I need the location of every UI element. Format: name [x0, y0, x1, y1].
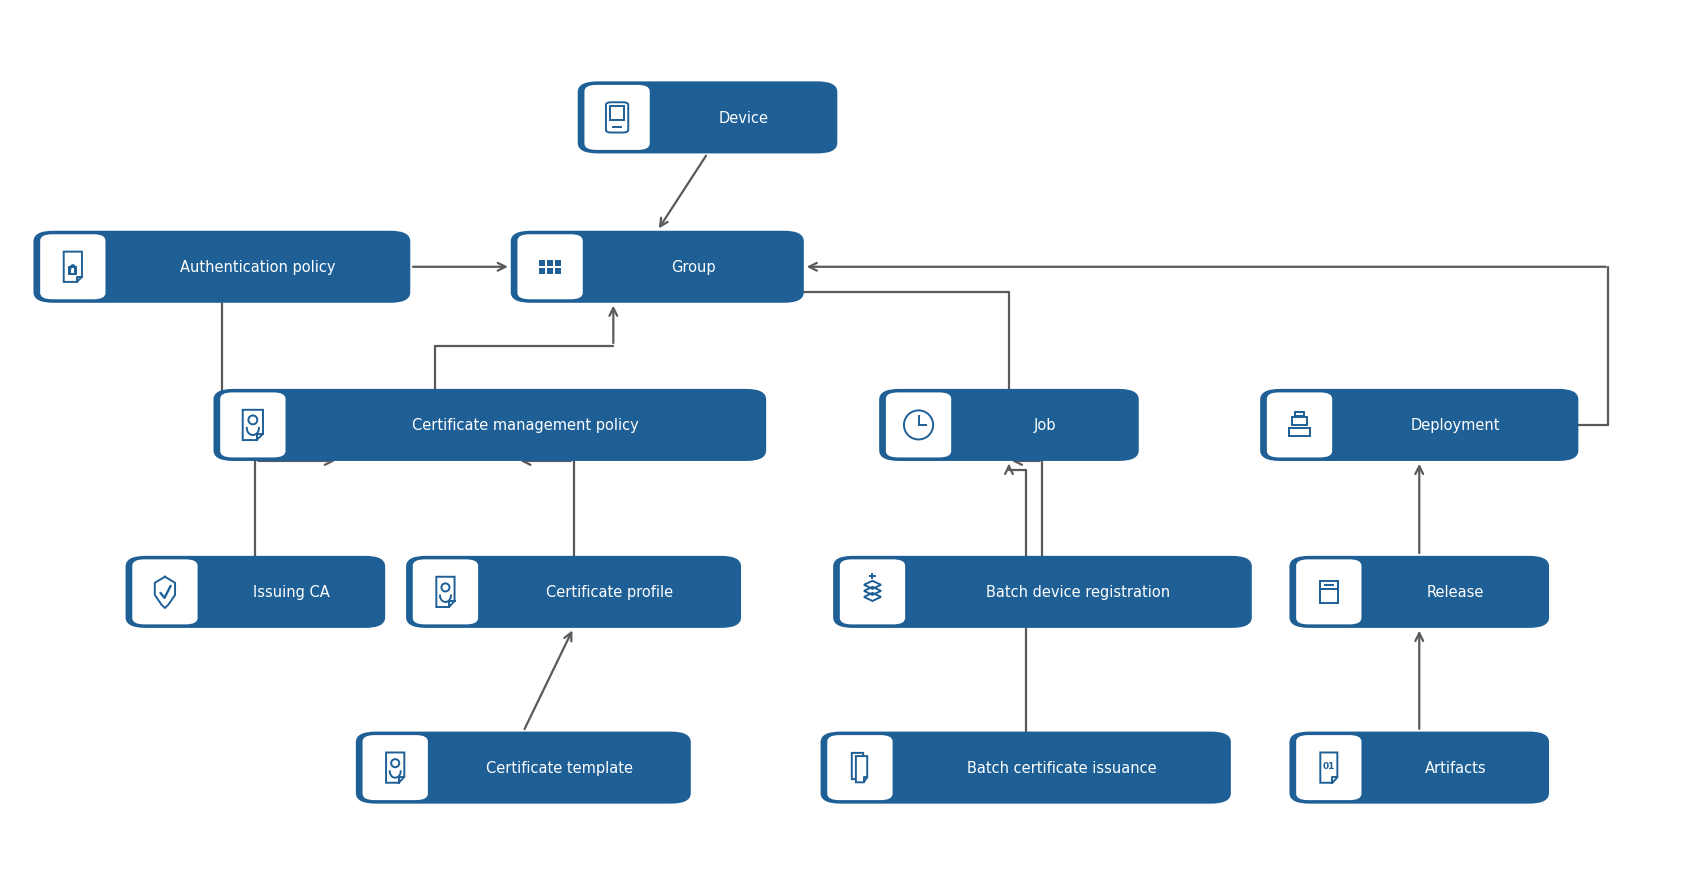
- Text: Device: Device: [718, 111, 769, 126]
- FancyBboxPatch shape: [126, 556, 385, 628]
- FancyBboxPatch shape: [40, 235, 106, 300]
- Polygon shape: [856, 757, 866, 782]
- Text: 01: 01: [1322, 761, 1334, 770]
- Text: Job: Job: [1033, 418, 1056, 433]
- FancyBboxPatch shape: [405, 556, 740, 628]
- FancyBboxPatch shape: [584, 86, 649, 151]
- Text: Certificate template: Certificate template: [486, 760, 632, 775]
- Bar: [1319, 581, 1337, 603]
- FancyBboxPatch shape: [355, 732, 690, 804]
- Text: Batch certificate issuance: Batch certificate issuance: [967, 760, 1156, 775]
- FancyBboxPatch shape: [510, 231, 804, 303]
- FancyBboxPatch shape: [885, 393, 950, 458]
- FancyBboxPatch shape: [1295, 735, 1361, 800]
- Bar: [1288, 429, 1309, 437]
- FancyBboxPatch shape: [833, 556, 1251, 628]
- Text: Certificate profile: Certificate profile: [545, 585, 673, 600]
- Bar: [69, 268, 76, 275]
- Bar: [538, 268, 545, 275]
- Text: Artifacts: Artifacts: [1423, 760, 1485, 775]
- FancyBboxPatch shape: [577, 82, 838, 154]
- FancyBboxPatch shape: [34, 231, 410, 303]
- FancyBboxPatch shape: [828, 735, 891, 800]
- FancyBboxPatch shape: [1260, 390, 1578, 462]
- Text: Authentication policy: Authentication policy: [180, 260, 335, 275]
- FancyBboxPatch shape: [1295, 560, 1361, 625]
- Bar: [547, 260, 553, 267]
- FancyBboxPatch shape: [1288, 732, 1547, 804]
- FancyBboxPatch shape: [1288, 556, 1547, 628]
- FancyBboxPatch shape: [516, 235, 582, 300]
- Bar: [1292, 418, 1307, 425]
- Text: Release: Release: [1426, 585, 1484, 600]
- Text: Batch device registration: Batch device registration: [986, 585, 1171, 600]
- FancyBboxPatch shape: [362, 735, 427, 800]
- FancyBboxPatch shape: [821, 732, 1230, 804]
- Bar: [547, 268, 553, 275]
- Text: Certificate management policy: Certificate management policy: [412, 418, 639, 433]
- FancyBboxPatch shape: [412, 560, 478, 625]
- Text: Deployment: Deployment: [1410, 418, 1499, 433]
- Bar: [538, 260, 545, 267]
- Bar: [555, 268, 560, 275]
- Text: Group: Group: [671, 260, 715, 275]
- Text: Issuing CA: Issuing CA: [252, 585, 330, 600]
- FancyBboxPatch shape: [214, 390, 765, 462]
- Bar: [609, 107, 624, 121]
- Bar: [555, 260, 560, 267]
- FancyBboxPatch shape: [133, 560, 197, 625]
- FancyBboxPatch shape: [878, 390, 1139, 462]
- FancyBboxPatch shape: [839, 560, 905, 625]
- FancyBboxPatch shape: [220, 393, 286, 458]
- FancyBboxPatch shape: [1267, 393, 1332, 458]
- Bar: [1295, 413, 1304, 417]
